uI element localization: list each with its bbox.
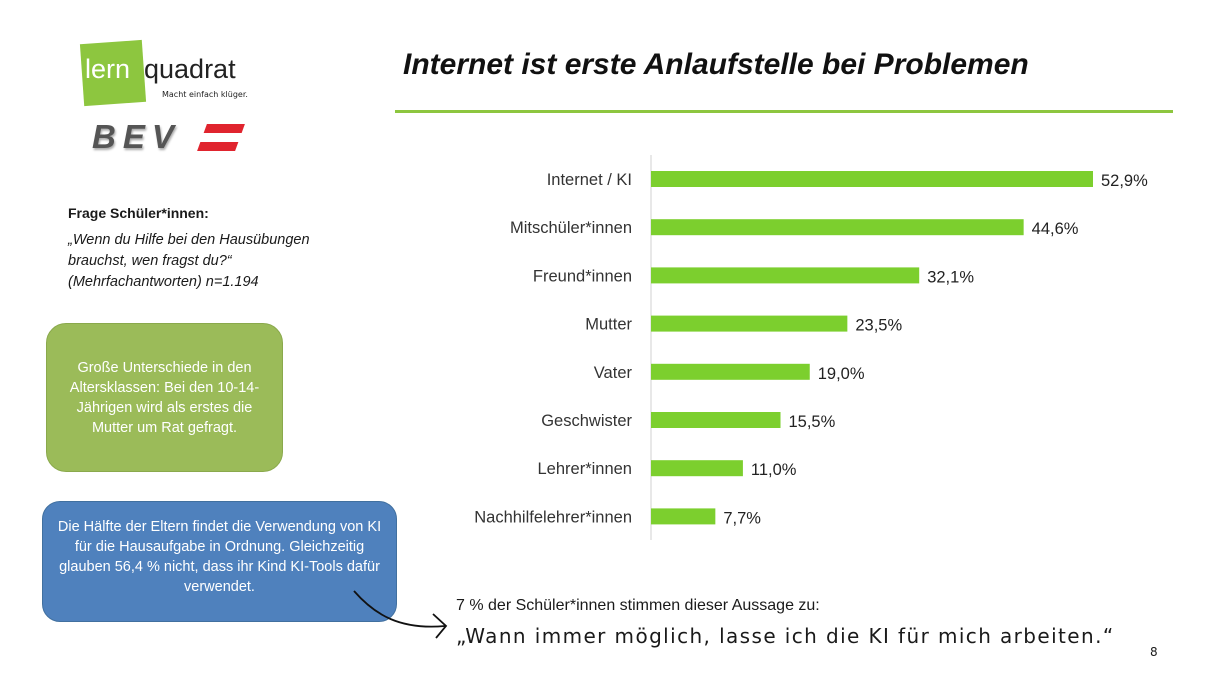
category-label: Nachhilfelehrer*innen <box>474 508 632 526</box>
data-label: 11,0% <box>751 461 797 479</box>
question-heading: Frage Schüler*innen: <box>68 205 209 221</box>
title-divider <box>395 110 1173 113</box>
category-label: Vater <box>594 364 633 382</box>
category-label: Internet / KI <box>547 171 632 189</box>
bev-logo: BEV <box>92 118 245 158</box>
age-difference-callout: Große Unterschiede in den Altersklassen:… <box>46 323 283 472</box>
arrow-head-icon <box>432 613 448 639</box>
category-label: Mitschüler*innen <box>510 219 632 237</box>
bar-3 <box>651 315 848 332</box>
data-label: 19,0% <box>818 365 865 383</box>
parents-callout: Die Hälfte der Eltern findet die Verwend… <box>42 501 397 622</box>
data-label: 44,6% <box>1032 220 1079 238</box>
bar-4 <box>651 363 810 380</box>
curved-arrow-icon <box>353 590 446 628</box>
category-label: Lehrer*innen <box>538 460 633 478</box>
bar-6 <box>651 460 743 477</box>
data-label: 32,1% <box>927 268 974 286</box>
lernquadrat-logo: lern quadrat Macht einfach klüger. <box>79 39 252 107</box>
page-number: 8 <box>1150 645 1158 659</box>
data-label: 23,5% <box>855 317 902 335</box>
bar-2 <box>651 267 920 284</box>
question-text: „Wenn du Hilfe bei den Hausübungen brauc… <box>68 232 310 290</box>
quote: „Wann immer möglich, lasse ich die KI fü… <box>456 624 1115 648</box>
bar-7 <box>651 508 716 525</box>
category-label: Freund*innen <box>533 267 632 285</box>
category-label: Mutter <box>585 316 632 334</box>
data-label: 7,7% <box>723 509 761 527</box>
bar-1 <box>651 219 1024 236</box>
bar-5 <box>651 412 781 428</box>
category-label: Geschwister <box>541 412 632 430</box>
slide-title: Internet ist erste Anlaufstelle bei Prob… <box>403 48 1029 81</box>
data-label: 15,5% <box>789 413 836 431</box>
age-difference-text: Große Unterschiede in den Altersklassen:… <box>69 359 260 436</box>
bar-0 <box>651 171 1093 187</box>
data-label: 52,9% <box>1101 172 1148 190</box>
parents-text: Die Hälfte der Eltern findet die Verwend… <box>57 518 382 595</box>
quote-intro: 7 % der Schüler*innen stimmen dieser Aus… <box>456 597 820 614</box>
